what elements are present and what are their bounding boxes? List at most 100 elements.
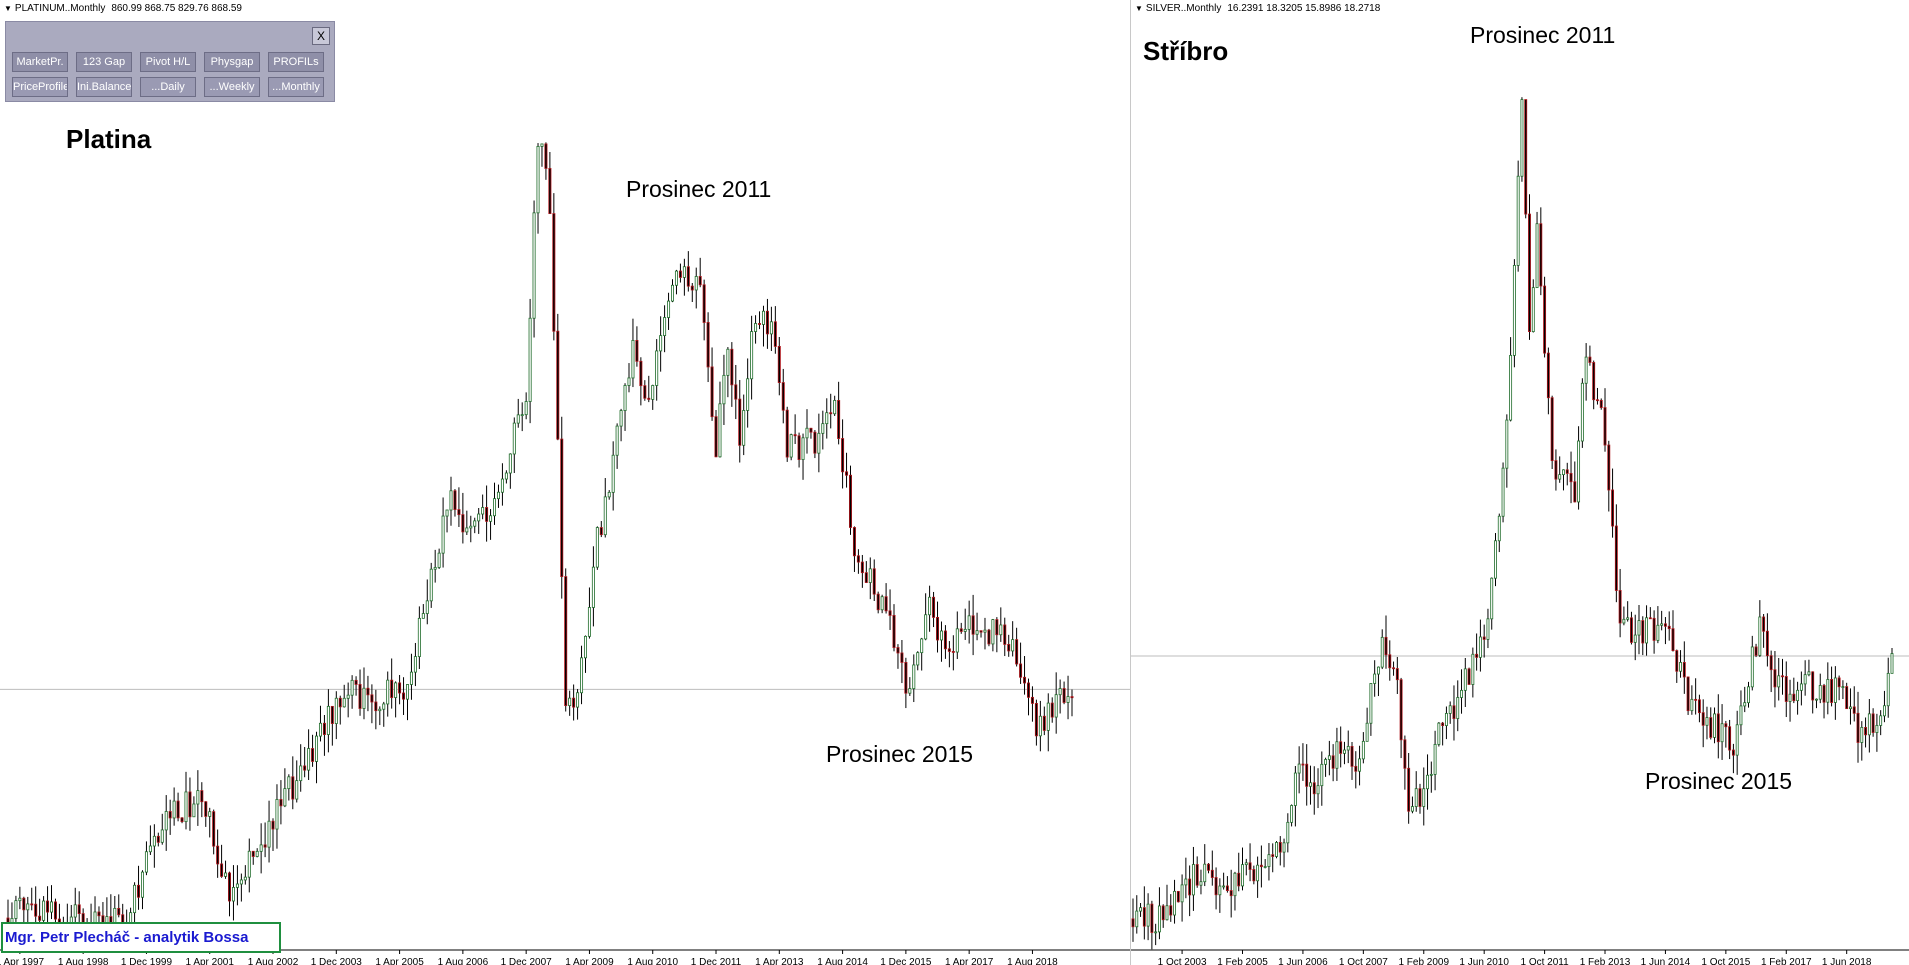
physgap-button[interactable]: Physgap: [204, 52, 260, 72]
platinum-candle-body: [338, 697, 342, 708]
silver-candle-body: [1188, 878, 1192, 896]
platinum-candle-body: [220, 863, 224, 877]
silver-candle-body: [1403, 739, 1407, 769]
weekly-button[interactable]: ...Weekly: [204, 77, 260, 97]
platinum-candle-body: [398, 682, 402, 694]
platinum-candle-body: [607, 491, 611, 498]
platinum-candle-body: [477, 513, 481, 522]
platinum-candle-body: [196, 790, 200, 805]
platinum-candle-body: [572, 697, 576, 708]
platinum-candle-body: [694, 276, 698, 291]
platinum-candle-body: [591, 566, 595, 608]
platinum-x-tick-label: 1 Aug 1998: [58, 957, 109, 965]
platinum-candle-body: [583, 635, 587, 659]
silver-candle-body: [1248, 862, 1252, 870]
profils-button[interactable]: PROFILs: [268, 52, 324, 72]
platinum-candle-body: [366, 687, 370, 696]
silver-chart-panel[interactable]: ▼ SILVER..Monthly 16.2391 18.3205 15.8986 …: [1131, 0, 1909, 965]
silver-candle-body: [1860, 727, 1864, 743]
platinum-candle-body: [409, 671, 413, 685]
platinum-candle-body: [928, 596, 932, 616]
daily-button[interactable]: ...Daily: [140, 77, 196, 97]
platinum-candle-body: [761, 310, 765, 325]
silver-candle-body: [1407, 767, 1411, 812]
silver-candle-body: [1799, 683, 1803, 691]
silver-candle-body: [1811, 671, 1815, 701]
panel-divider[interactable]: [1130, 0, 1131, 965]
silver-candle-body: [1637, 620, 1641, 636]
silver-candle-body: [1697, 699, 1701, 714]
platinum-candle-body: [765, 310, 769, 335]
platinum-candle-body: [1042, 715, 1046, 731]
platinum-candle-body: [1027, 682, 1030, 698]
silver-candle-body: [1531, 287, 1535, 333]
platinum-candle-body: [754, 323, 758, 332]
platinum-candle-body: [184, 791, 188, 823]
platinum-candle-body: [445, 509, 449, 517]
silver-candle-body: [1781, 675, 1784, 678]
silver-candle-body: [1890, 653, 1894, 674]
platinum-candle-body: [188, 791, 192, 818]
silver-candle-body: [1380, 636, 1384, 668]
silver-candle-body: [1618, 590, 1622, 624]
platinum-candle-body: [156, 835, 160, 843]
silver-candle-body: [1139, 907, 1142, 912]
platinum-candle-body: [148, 845, 152, 853]
silver-candle-body: [1663, 623, 1667, 627]
silver-candle-body: [1490, 577, 1494, 620]
platinum-candle-body: [516, 414, 520, 424]
silver-x-tick-label: 1 Feb 2013: [1580, 957, 1631, 965]
silver-x-tick-label: 1 Oct 2003: [1158, 957, 1207, 965]
platinum-candle-body: [939, 630, 943, 641]
platinum-candle-body: [160, 829, 164, 843]
platinum-candle-body: [532, 212, 536, 319]
platinum-chart-panel[interactable]: ▼ PLATINUM..Monthly 860.99 868.75 829.76 8…: [0, 0, 1130, 965]
platinum-candle-body: [73, 904, 77, 918]
silver-candle-body: [1580, 382, 1584, 442]
silver-candle-body: [1225, 885, 1229, 891]
silver-candle-body: [1252, 869, 1256, 882]
collapse-triangle-icon[interactable]: ▼: [4, 4, 12, 13]
silver-candle-body: [1849, 706, 1852, 710]
platinum-candle-body: [346, 694, 350, 699]
priceprofile-button[interactable]: PriceProfile: [12, 77, 68, 97]
silver-candle-body: [1565, 469, 1569, 474]
silver-candle-body: [1444, 713, 1448, 726]
silver-candle-body: [1354, 765, 1358, 772]
silver-candle-body: [1388, 654, 1392, 669]
toolbar-close-button[interactable]: X: [312, 27, 330, 45]
platinum-candle-body: [971, 615, 975, 635]
silver-x-tick-label: 1 Feb 2017: [1761, 957, 1812, 965]
silver-candle-body: [1807, 671, 1811, 676]
platinum-candle-body: [1062, 688, 1066, 703]
silver-x-tick-label: 1 Jun 2018: [1822, 957, 1872, 965]
platinum-candle-body: [995, 619, 999, 636]
platinum-candle-body: [350, 679, 354, 696]
silver-candle-body: [1667, 625, 1671, 630]
platinum-candle-body: [417, 617, 421, 657]
silver-candle-body: [1157, 905, 1161, 933]
platinum-candle-body: [326, 705, 330, 735]
silver-candle-body: [1562, 469, 1565, 476]
silver-candle-body: [1611, 489, 1615, 527]
platinum-candle-body: [46, 900, 50, 913]
platinum-candle-body: [852, 527, 856, 557]
collapse-triangle-icon[interactable]: ▼: [1135, 4, 1143, 13]
platinum-candle-body: [263, 844, 267, 848]
pivot-hl-button[interactable]: Pivot H/L: [140, 52, 196, 72]
silver-candle-body: [1154, 931, 1158, 934]
platinum-candle-body: [180, 817, 184, 823]
marketpr-button[interactable]: MarketPr.: [12, 52, 68, 72]
silver-candle-body: [1422, 788, 1426, 807]
platinum-candle-body: [378, 708, 382, 712]
silver-candle-body: [1309, 782, 1312, 787]
123-gap-button[interactable]: 123 Gap: [76, 52, 132, 72]
silver-candle-body: [1792, 693, 1796, 702]
platinum-candle-body: [307, 748, 311, 771]
platinum-candle-body: [797, 435, 801, 460]
platinum-candle-body: [402, 692, 406, 700]
silver-x-tick-label: 1 Feb 2009: [1398, 957, 1449, 965]
platinum-candle-body: [849, 474, 852, 528]
monthly-button[interactable]: ...Monthly: [268, 77, 324, 97]
ini-balance-button[interactable]: Ini.Balance: [76, 77, 132, 97]
